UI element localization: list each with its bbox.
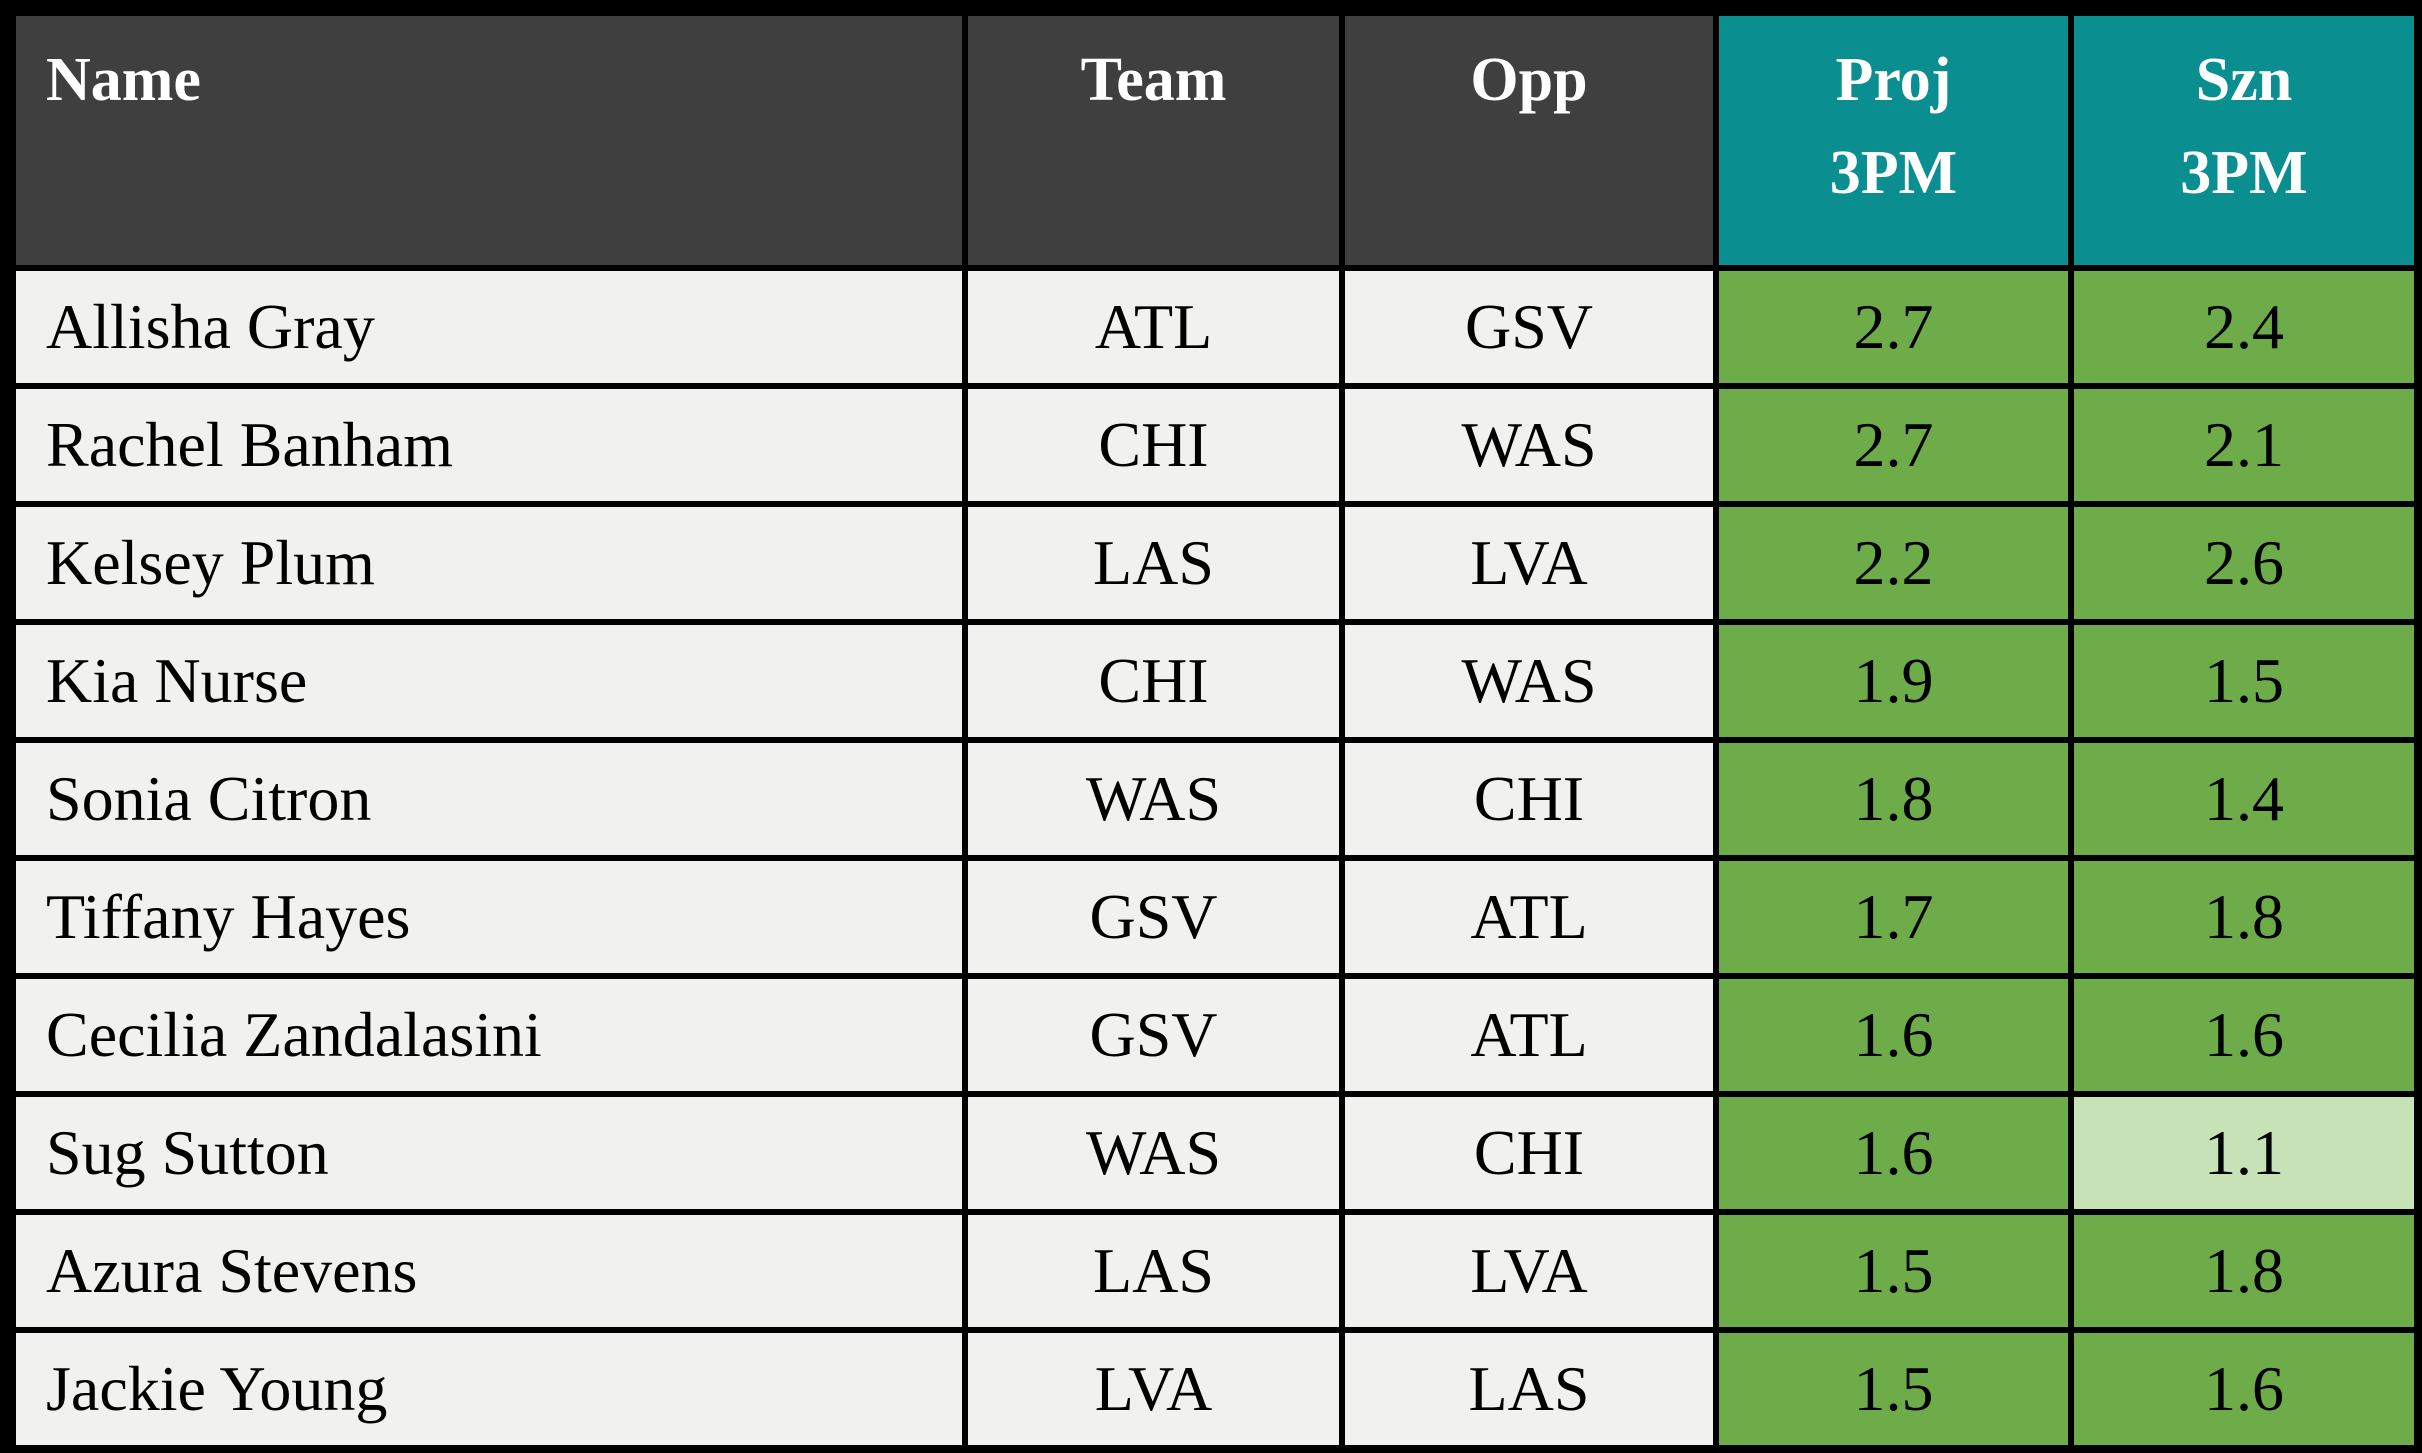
- player-team: LVA: [962, 1327, 1345, 1452]
- szn-3pm-value: 1.8: [2068, 1209, 2421, 1333]
- column-header-team: Team: [962, 9, 1345, 271]
- player-name: Sug Sutton: [9, 1091, 968, 1215]
- szn-3pm-value: 2.4: [2068, 265, 2421, 389]
- column-header-szn-3pm: Szn 3PM: [2068, 9, 2421, 271]
- player-opp: WAS: [1339, 383, 1719, 507]
- player-name: Kia Nurse: [9, 619, 968, 743]
- player-name: Sonia Citron: [9, 737, 968, 861]
- szn-3pm-value: 2.1: [2068, 383, 2421, 507]
- column-header-name: Name: [9, 9, 968, 271]
- player-team: WAS: [962, 1091, 1345, 1215]
- player-opp: WAS: [1339, 619, 1719, 743]
- player-opp: CHI: [1339, 737, 1719, 861]
- szn-3pm-value: 1.8: [2068, 855, 2421, 979]
- player-team: LAS: [962, 1209, 1345, 1333]
- player-opp: CHI: [1339, 1091, 1719, 1215]
- player-name: Jackie Young: [9, 1327, 968, 1452]
- projections-table: Name Team Opp Proj 3PM Szn 3PM Allisha Gra…: [8, 8, 2422, 1453]
- player-opp: GSV: [1339, 265, 1719, 389]
- player-name: Allisha Gray: [9, 265, 968, 389]
- player-team: GSV: [962, 973, 1345, 1097]
- player-team: CHI: [962, 619, 1345, 743]
- szn-3pm-value: 1.6: [2068, 973, 2421, 1097]
- table-body: Allisha Gray ATL GSV 2.7 2.4 Rachel Banh…: [9, 265, 2421, 1452]
- szn-3pm-value-highlighted: 1.1: [2068, 1091, 2421, 1215]
- player-team: CHI: [962, 383, 1345, 507]
- player-name: Tiffany Hayes: [9, 855, 968, 979]
- proj-3pm-value: 1.8: [1713, 737, 2074, 861]
- szn-3pm-value: 2.6: [2068, 501, 2421, 625]
- table-header: Name Team Opp Proj 3PM Szn 3PM: [9, 9, 2421, 271]
- table-row: Cecilia Zandalasini GSV ATL 1.6 1.6: [9, 973, 2421, 1097]
- table-row: Sug Sutton WAS CHI 1.6 1.1: [9, 1091, 2421, 1215]
- table-row: Allisha Gray ATL GSV 2.7 2.4: [9, 265, 2421, 389]
- player-opp: LAS: [1339, 1327, 1719, 1452]
- player-opp: ATL: [1339, 973, 1719, 1097]
- header-szn-line1: Szn: [2195, 46, 2293, 114]
- proj-3pm-value: 2.7: [1713, 383, 2074, 507]
- player-team: WAS: [962, 737, 1345, 861]
- header-proj-line1: Proj: [1835, 46, 1952, 114]
- table-row: Rachel Banham CHI WAS 2.7 2.1: [9, 383, 2421, 507]
- header-szn-line2: 3PM: [2180, 139, 2308, 207]
- player-name: Kelsey Plum: [9, 501, 968, 625]
- table-row: Azura Stevens LAS LVA 1.5 1.8: [9, 1209, 2421, 1333]
- table-row: Kelsey Plum LAS LVA 2.2 2.6: [9, 501, 2421, 625]
- table-row: Tiffany Hayes GSV ATL 1.7 1.8: [9, 855, 2421, 979]
- proj-3pm-value: 2.7: [1713, 265, 2074, 389]
- column-header-opp: Opp: [1339, 9, 1719, 271]
- player-name: Azura Stevens: [9, 1209, 968, 1333]
- column-header-proj-3pm: Proj 3PM: [1713, 9, 2074, 271]
- proj-3pm-value: 1.5: [1713, 1327, 2074, 1452]
- proj-3pm-value: 2.2: [1713, 501, 2074, 625]
- proj-3pm-value: 1.9: [1713, 619, 2074, 743]
- table-row: Jackie Young LVA LAS 1.5 1.6: [9, 1327, 2421, 1452]
- table-row: Kia Nurse CHI WAS 1.9 1.5: [9, 619, 2421, 743]
- player-team: GSV: [962, 855, 1345, 979]
- player-opp: ATL: [1339, 855, 1719, 979]
- player-name: Cecilia Zandalasini: [9, 973, 968, 1097]
- player-opp: LVA: [1339, 501, 1719, 625]
- szn-3pm-value: 1.5: [2068, 619, 2421, 743]
- szn-3pm-value: 1.6: [2068, 1327, 2421, 1452]
- header-row: Name Team Opp Proj 3PM Szn 3PM: [9, 9, 2421, 271]
- szn-3pm-value: 1.4: [2068, 737, 2421, 861]
- proj-3pm-value: 1.6: [1713, 1091, 2074, 1215]
- table-row: Sonia Citron WAS CHI 1.8 1.4: [9, 737, 2421, 861]
- header-proj-line2: 3PM: [1829, 139, 1958, 207]
- player-name: Rachel Banham: [9, 383, 968, 507]
- player-team: LAS: [962, 501, 1345, 625]
- proj-3pm-value: 1.6: [1713, 973, 2074, 1097]
- player-team: ATL: [962, 265, 1345, 389]
- proj-3pm-value: 1.5: [1713, 1209, 2074, 1333]
- player-opp: LVA: [1339, 1209, 1719, 1333]
- page-background: Name Team Opp Proj 3PM Szn 3PM Allisha Gra…: [8, 8, 2422, 1453]
- proj-3pm-value: 1.7: [1713, 855, 2074, 979]
